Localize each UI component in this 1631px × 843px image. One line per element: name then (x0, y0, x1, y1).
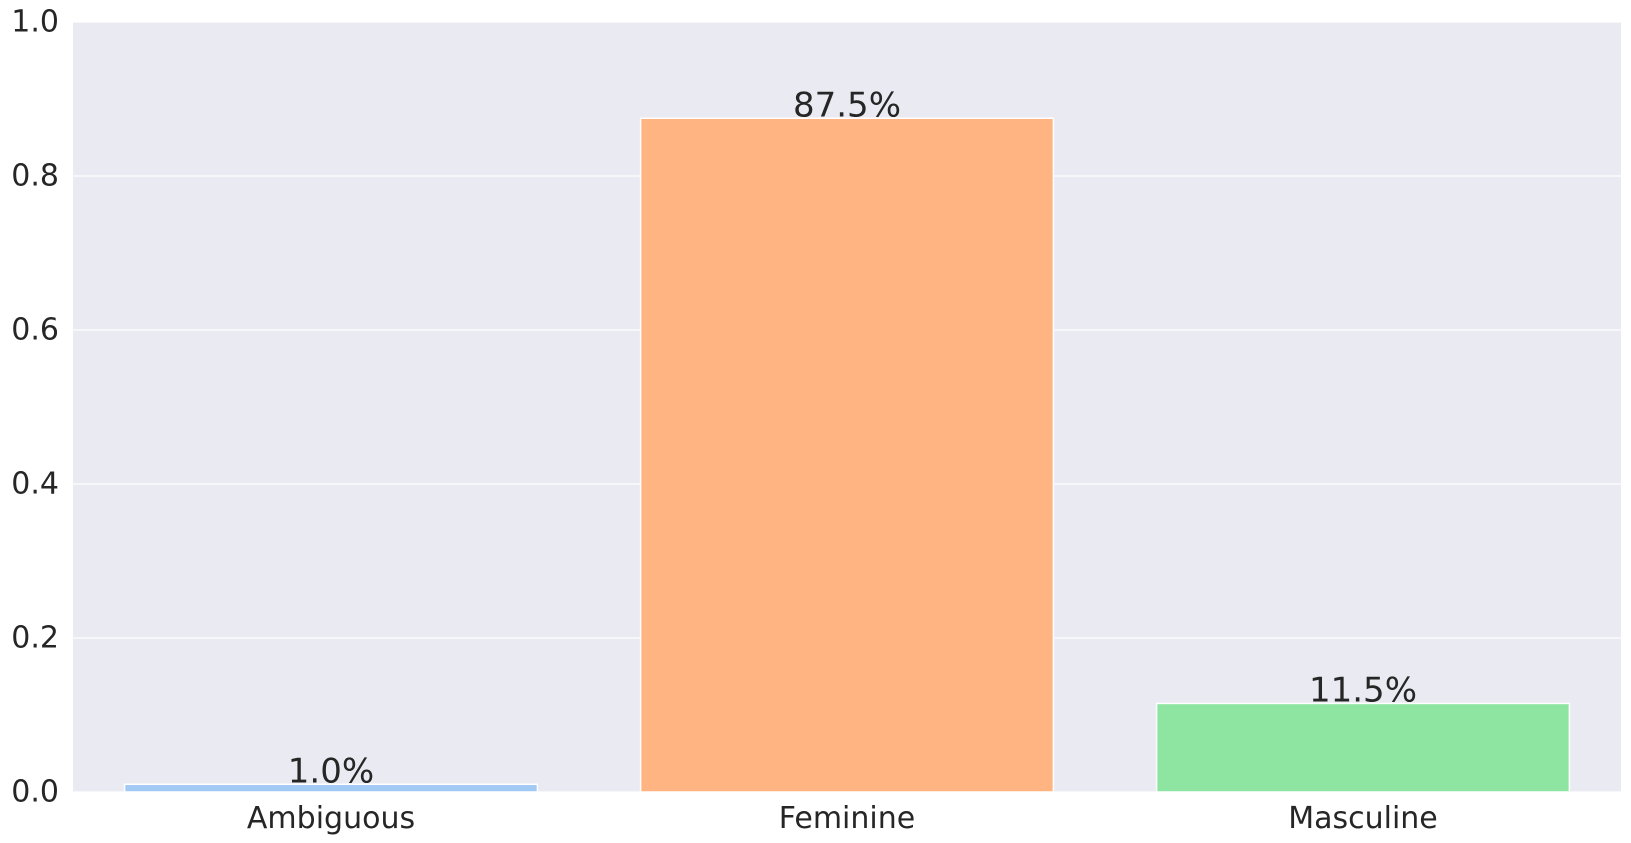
y-tick-label: 0.4 (11, 467, 59, 502)
x-axis-ticks: Ambiguous Feminine Masculine (247, 801, 1438, 836)
data-label: 11.5% (1309, 670, 1417, 710)
y-tick-label: 1.0 (11, 5, 59, 40)
x-tick-label: Feminine (779, 801, 915, 836)
x-tick-label: Ambiguous (247, 801, 415, 836)
bars (123, 117, 1571, 793)
y-tick-label: 0.2 (11, 621, 59, 656)
data-label: 87.5% (793, 85, 901, 125)
bar-feminine (639, 117, 1055, 793)
bar-ambiguous (123, 783, 539, 793)
data-labels: 1.0% 87.5% 11.5% (288, 85, 1417, 791)
x-tick-label: Masculine (1288, 801, 1438, 836)
y-tick-label: 0.8 (11, 159, 59, 194)
y-tick-label: 0.0 (11, 775, 59, 810)
data-label: 1.0% (288, 751, 374, 791)
y-tick-label: 0.6 (11, 313, 59, 348)
y-axis-ticks: 0.0 0.2 0.4 0.6 0.8 1.0 (11, 5, 59, 810)
bar-masculine (1155, 702, 1571, 793)
